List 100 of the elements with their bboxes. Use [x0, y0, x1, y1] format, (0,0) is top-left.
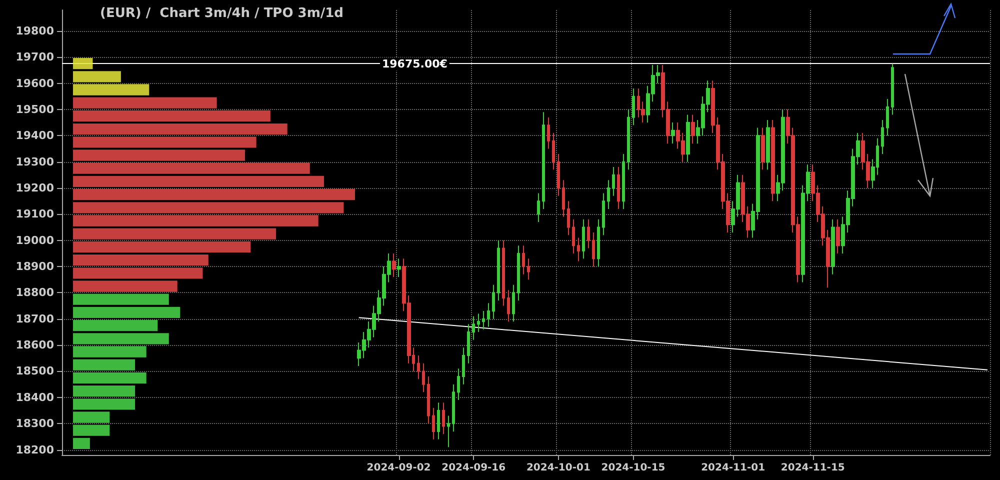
- bar: [73, 268, 203, 279]
- bar: [73, 398, 136, 410]
- bar: [73, 372, 146, 384]
- y-tick-label: 19800: [16, 24, 54, 38]
- candlestick: [427, 376, 430, 424]
- y-tick-label: 18200: [16, 443, 54, 456]
- bar: [73, 188, 355, 200]
- bar: [73, 424, 110, 436]
- candlestick: [477, 313, 480, 332]
- candlestick: [602, 192, 605, 236]
- candlestick: [537, 192, 540, 223]
- candlestick: [417, 355, 420, 380]
- candlestick: [691, 114, 695, 144]
- x-tick-label: 2024-11-15: [780, 462, 845, 474]
- x-tick-label: 2024-10-01: [526, 462, 590, 474]
- bar: [73, 346, 146, 358]
- candlestick: [447, 415, 450, 448]
- candlestick: [547, 116, 550, 150]
- candlestick: [442, 402, 445, 435]
- bar: [73, 306, 180, 318]
- x-tick-label: 2024-10-15: [601, 462, 666, 474]
- candlestick: [542, 112, 545, 210]
- candlestick: [831, 218, 835, 275]
- x-tick-label: 2024-11-01: [701, 462, 766, 474]
- candlestick: [432, 407, 435, 440]
- candlestick: [587, 218, 590, 249]
- candlestick: [671, 122, 675, 144]
- y-tick-label: 19200: [16, 182, 54, 194]
- candlestick: [881, 119, 884, 154]
- candlestick: [507, 290, 510, 322]
- candlestick: [472, 316, 475, 340]
- candlestick: [567, 200, 570, 236]
- ref-line-label: 19675.00€: [382, 58, 448, 71]
- candlestick: [492, 284, 495, 320]
- candlestick: [422, 362, 425, 393]
- candlestick: [572, 218, 575, 254]
- y-tick-label: 18800: [16, 286, 54, 300]
- candlestick: [557, 153, 560, 196]
- bar: [73, 359, 136, 370]
- candlestick: [577, 237, 580, 262]
- candlestick: [527, 258, 530, 280]
- candlestick: [612, 166, 615, 196]
- bar: [73, 228, 276, 240]
- bar: [73, 136, 256, 148]
- candlestick: [482, 310, 485, 330]
- candlestick: [452, 384, 455, 432]
- y-tick-label: 18300: [16, 417, 54, 430]
- y-tick-label: 19100: [16, 208, 54, 221]
- candlestick: [462, 347, 465, 385]
- bar: [73, 162, 310, 174]
- bar: [73, 110, 270, 122]
- candlestick: [522, 245, 525, 275]
- bar: [73, 438, 90, 450]
- y-tick-label: 19000: [16, 234, 54, 247]
- y-tick-label: 19600: [16, 76, 54, 90]
- candlestick: [891, 63, 894, 116]
- y-tick-label: 19700: [16, 50, 54, 64]
- bar: [73, 58, 93, 70]
- candlestick: [457, 368, 460, 401]
- candlestick: [592, 232, 595, 268]
- bar: [73, 320, 158, 332]
- bar: [73, 294, 169, 305]
- bar: [73, 176, 324, 188]
- candlestick: [487, 302, 490, 328]
- bar: [73, 84, 150, 96]
- candlestick: [632, 88, 635, 126]
- candlestick: [497, 240, 500, 302]
- candlestick: [597, 218, 600, 268]
- y-tick-label: 18600: [16, 338, 54, 352]
- y-tick-label: 19400: [16, 129, 54, 142]
- candlestick: [617, 166, 620, 210]
- x-tick-label: 2024-09-02: [366, 462, 431, 474]
- candlestick: [392, 252, 396, 278]
- candlestick: [607, 180, 610, 210]
- y-tick-label: 18500: [16, 364, 54, 378]
- bar: [73, 215, 318, 226]
- bar: [73, 385, 136, 397]
- candlestick: [886, 98, 889, 136]
- bar: [73, 280, 178, 292]
- candlestick: [562, 180, 565, 218]
- candlestick: [512, 284, 515, 322]
- bar: [73, 333, 169, 344]
- bar: [73, 412, 110, 423]
- candlestick: [467, 324, 470, 364]
- candlestick: [622, 153, 625, 210]
- bar: [73, 123, 288, 135]
- y-tick-label: 19500: [16, 102, 54, 116]
- y-tick-label: 18900: [16, 260, 54, 274]
- x-tick-label: 2024-09-16: [442, 462, 506, 474]
- candlestick: [502, 240, 505, 306]
- candlestick: [582, 218, 585, 260]
- bar: [73, 202, 344, 214]
- bar: [73, 254, 208, 266]
- candlestick: [761, 127, 765, 170]
- candlestick: [627, 108, 630, 170]
- candlestick: [766, 119, 770, 170]
- y-tick-label: 18700: [16, 312, 54, 326]
- bar: [73, 241, 251, 253]
- chart-title: (EUR) / Chart 3m/4h / TPO 3m/1d: [100, 6, 344, 21]
- bar: [73, 71, 121, 82]
